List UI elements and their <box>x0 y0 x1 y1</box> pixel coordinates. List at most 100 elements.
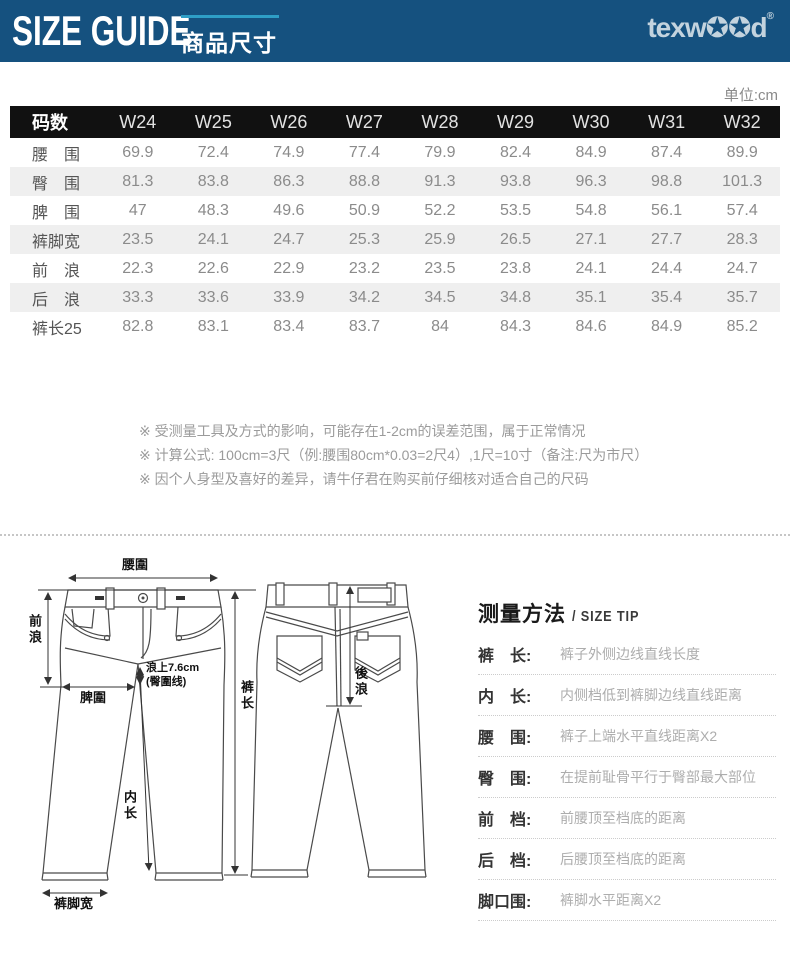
table-cell: 26.5 <box>499 230 532 248</box>
thigh-measure-label: 脾圍 <box>80 690 107 705</box>
table-cell: 83.8 <box>197 172 229 190</box>
column-header: W26 <box>270 111 308 132</box>
table-cell: 27.1 <box>575 230 607 248</box>
column-header: 码数 <box>32 113 68 133</box>
tip-description: 前腰顶至档底的距离 <box>560 810 686 826</box>
table-cell: 25.3 <box>348 230 380 248</box>
tip-item: 腰 围: 裤子上端水平直线距离X2 <box>478 716 776 757</box>
table-cell: 33.3 <box>122 288 154 306</box>
row-label: 裤脚宽 <box>32 233 81 251</box>
tip-item: 脚口围: 裤脚水平距离X2 <box>478 880 776 921</box>
table-cell: 24.1 <box>197 230 229 248</box>
brand-logo: texw✪✪d® <box>647 11 774 44</box>
hip-line-annotation: (臀圍线) <box>146 676 187 688</box>
tip-description: 裤子外侧边线直线长度 <box>560 646 700 662</box>
size-table-header-row: 码数 W24 W25 W26 W27 W28 W29 W30 W31 W32 <box>10 106 780 138</box>
table-cell: 25.9 <box>424 230 456 248</box>
row-label: 后 浪 <box>32 291 81 309</box>
table-cell: 22.9 <box>273 259 305 277</box>
tip-item: 后 档: 后腰顶至档底的距离 <box>478 839 776 880</box>
header-banner: SIZE GUIDE 商品尺寸 texw✪✪d® <box>0 0 790 62</box>
table-cell: 83.1 <box>197 317 229 335</box>
table-cell: 33.9 <box>273 288 305 306</box>
column-header: W28 <box>421 111 459 132</box>
table-cell: 57.4 <box>726 201 758 219</box>
table-cell: 34.2 <box>348 288 380 306</box>
table-cell: 81.3 <box>122 172 154 190</box>
table-cell: 91.3 <box>424 172 456 190</box>
table-cell: 101.3 <box>722 172 763 190</box>
table-cell: 24.4 <box>651 259 683 277</box>
tip-term: 腰 围: <box>478 730 532 747</box>
front-rise-measure-label: 前浪 <box>27 614 42 646</box>
table-cell: 83.4 <box>273 317 305 335</box>
column-header: W31 <box>648 111 686 132</box>
table-cell: 56.1 <box>651 201 683 219</box>
tip-description: 裤子上端水平直线距离X2 <box>560 728 718 744</box>
table-cell: 96.3 <box>575 172 607 190</box>
table-row: 裤脚宽 23.5 24.1 24.7 25.3 25.9 26.5 27.1 2… <box>10 225 780 254</box>
waist-measure-label: 腰圍 <box>122 557 149 572</box>
leg-opening-measure-label: 裤脚宽 <box>54 896 94 911</box>
table-cell: 86.3 <box>273 172 305 190</box>
note-line: ※ 受测量工具及方式的影响，可能存在1-2cm的误差范围，属于正常情况 <box>139 423 586 439</box>
table-row: 前 浪 22.3 22.6 22.9 23.2 23.5 23.8 24.1 2… <box>10 254 780 283</box>
page-title: SIZE GUIDE <box>12 7 191 54</box>
table-cell: 82.4 <box>499 143 532 161</box>
note-line: ※ 因个人身型及喜好的差异，请牛仔君在购买前仔细核对适合自己的尺码 <box>139 471 589 487</box>
table-cell: 54.8 <box>575 201 607 219</box>
table-row: 后 浪 33.3 33.6 33.9 34.2 34.5 34.8 35.1 3… <box>10 283 780 312</box>
unit-label: 单位:cm <box>723 87 778 104</box>
column-header: W25 <box>194 111 232 132</box>
table-cell: 83.7 <box>348 317 380 335</box>
table-cell: 24.1 <box>575 259 607 277</box>
tip-term: 脚口围: <box>478 894 532 911</box>
column-header: W32 <box>723 111 761 132</box>
note-line: ※ 计算公式: 100cm=3尺（例:腰围80cm*0.03=2尺4）,1尺=1… <box>139 447 649 463</box>
table-cell: 27.7 <box>651 230 683 248</box>
size-table: 码数 W24 W25 W26 W27 W28 W29 W30 W31 W32 腰… <box>10 106 780 341</box>
table-cell: 34.5 <box>424 288 456 306</box>
table-cell: 84.9 <box>651 317 683 335</box>
table-cell: 93.8 <box>499 172 532 190</box>
tip-item: 裤 长: 裤子外侧边线直线长度 <box>478 634 776 675</box>
table-cell: 33.6 <box>197 288 229 306</box>
size-tip-title-en: / SIZE TIP <box>572 608 640 625</box>
table-cell: 84.3 <box>499 317 532 335</box>
table-cell: 77.4 <box>348 143 380 161</box>
table-cell: 88.8 <box>348 172 380 190</box>
column-header: W24 <box>119 111 157 132</box>
brand-logo-text: texw✪✪d <box>647 12 767 43</box>
table-cell: 79.9 <box>424 143 456 161</box>
table-cell: 98.8 <box>651 172 683 190</box>
tip-item: 臀 围: 在提前耻骨平行于臀部最大部位 <box>478 757 776 798</box>
size-tip-panel: 测量方法 / SIZE TIP 裤 长: 裤子外侧边线直线长度 内 长: 内侧档… <box>478 598 776 921</box>
table-cell: 35.7 <box>726 288 758 306</box>
outseam-measure-label: 裤长 <box>239 680 254 712</box>
table-cell: 23.8 <box>499 259 532 277</box>
row-label: 腰 围 <box>32 146 81 164</box>
table-cell: 23.5 <box>122 230 154 248</box>
table-cell: 74.9 <box>273 143 305 161</box>
tip-item: 内 长: 内侧档低到裤脚边线直线距离 <box>478 675 776 716</box>
inseam-measure-label: 内长 <box>122 790 137 822</box>
table-cell: 23.5 <box>424 259 456 277</box>
table-cell: 84 <box>431 317 449 335</box>
table-row: 裤长25 82.8 83.1 83.4 83.7 84 84.3 84.6 84… <box>10 312 780 341</box>
table-cell: 89.9 <box>726 143 758 161</box>
tip-term: 内 长: <box>478 689 532 706</box>
table-cell: 47 <box>128 201 147 219</box>
page-subtitle: 商品尺寸 <box>181 15 279 58</box>
table-cell: 24.7 <box>273 230 305 248</box>
tip-term: 后 档: <box>478 853 532 870</box>
table-cell: 34.8 <box>499 288 532 306</box>
table-cell: 50.9 <box>348 201 380 219</box>
dotted-divider <box>0 534 790 536</box>
row-label: 裤长25 <box>32 320 82 338</box>
table-cell: 53.5 <box>499 201 532 219</box>
table-cell: 72.4 <box>197 143 229 161</box>
tip-description: 后腰顶至档底的距离 <box>560 851 686 867</box>
table-row: 脾 围 47 48.3 49.6 50.9 52.2 53.5 54.8 56.… <box>10 196 780 225</box>
pants-measurement-diagram: 腰圍 前浪 脾圍 浪上7.6cm (臀圍线) 裤长 内长 裤脚宽 後浪 <box>10 552 470 942</box>
